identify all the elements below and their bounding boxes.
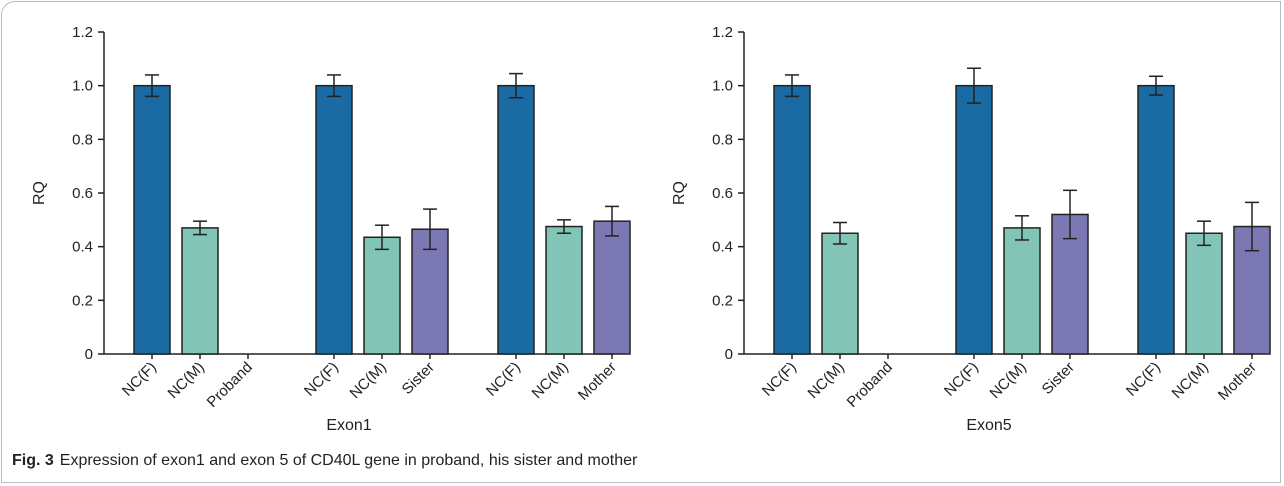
y-axis-label: RQ <box>671 181 688 205</box>
chart-exon5: 0 0.2 0.4 0.6 0.8 1.0 1.2 RQ NC(F) NC(M) Proband NC… <box>654 14 1274 440</box>
figure-label: Fig. 3 <box>12 452 54 469</box>
x-tick-label: NC(F) <box>941 359 982 400</box>
x-tick-label: NC(F) <box>1123 359 1164 400</box>
x-tick-label: Mother <box>1215 359 1260 404</box>
y-tick-label: 0.4 <box>72 239 93 256</box>
bar <box>1137 84 1175 355</box>
bar <box>315 84 353 355</box>
y-tick-label: 1.2 <box>712 24 733 41</box>
x-tick-label: NC(M) <box>347 359 390 402</box>
x-axis-label: Exon5 <box>966 417 1011 434</box>
y-tick-label: 0.6 <box>72 185 93 202</box>
y-tick-label: 1.0 <box>72 78 93 95</box>
bar <box>821 232 859 355</box>
figure-caption: Fig. 3 Expression of exon1 and exon 5 of … <box>12 452 637 470</box>
x-tick-label: NC(F) <box>301 359 342 400</box>
y-tick-label: 0.6 <box>712 185 733 202</box>
bar <box>497 84 535 355</box>
figure-caption-text: Expression of exon1 and exon 5 of CD40L … <box>59 452 638 469</box>
y-tick-label: 0 <box>725 346 733 363</box>
x-tick-label: NC(M) <box>805 359 848 402</box>
bar <box>1003 227 1041 355</box>
y-tick-label: 0.8 <box>72 131 93 148</box>
x-tick-label: Proband <box>204 359 256 411</box>
x-tick-label: NC(M) <box>165 359 208 402</box>
y-tick-label: 1.2 <box>72 24 93 41</box>
chart-exon1: 0 0.2 0.4 0.6 0.8 1.0 1.2 RQ NC(F) NC(M) Proband NC… <box>14 14 634 440</box>
bar <box>593 220 631 355</box>
x-tick-label: NC(F) <box>759 359 800 400</box>
x-tick-label: Proband <box>844 359 896 411</box>
x-tick-label: NC(F) <box>119 359 160 400</box>
bar <box>133 84 171 355</box>
y-tick-label: 1.0 <box>712 78 733 95</box>
x-tick-label: NC(M) <box>1169 359 1212 402</box>
x-tick-label: NC(M) <box>987 359 1030 402</box>
x-tick-label: Sister <box>399 359 438 398</box>
x-axis-label: Exon1 <box>326 417 371 434</box>
y-tick-label: 0 <box>85 346 93 363</box>
y-tick-label: 0.2 <box>712 292 733 309</box>
bar <box>1185 232 1223 355</box>
x-tick-label: NC(M) <box>529 359 572 402</box>
x-tick-label: Mother <box>575 359 620 404</box>
y-tick-label: 0.8 <box>712 131 733 148</box>
bar <box>363 236 401 355</box>
bar <box>181 227 219 355</box>
y-tick-label: 0.2 <box>72 292 93 309</box>
y-tick-label: 0.4 <box>712 239 733 256</box>
bar <box>955 84 993 355</box>
x-tick-label: NC(F) <box>483 359 524 400</box>
y-axis-label: RQ <box>31 181 48 205</box>
bar <box>545 225 583 355</box>
bar <box>773 84 811 355</box>
x-tick-label: Sister <box>1039 359 1078 398</box>
